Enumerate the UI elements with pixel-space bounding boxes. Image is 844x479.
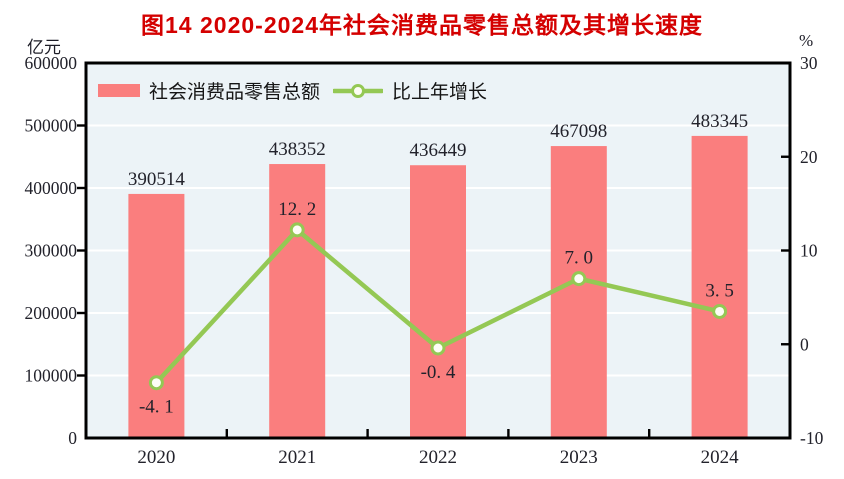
x-axis-tick-label: 2022 <box>419 447 457 468</box>
bar-2023 <box>550 146 607 438</box>
legend: 社会消费品零售总额 比上年增长 <box>98 77 487 104</box>
marker-2021 <box>289 222 305 238</box>
bar-value-label: 483345 <box>691 111 748 132</box>
line-value-label: 7. 0 <box>565 248 594 269</box>
bar-2022 <box>410 165 466 439</box>
legend-marker-icon <box>351 83 366 98</box>
right-axis-tick-label: 30 <box>800 53 818 73</box>
legend-bar-label: 社会消费品零售总额 <box>149 82 321 103</box>
x-axis-tick-label: 2021 <box>278 447 316 468</box>
bar-value-label: 390514 <box>128 169 186 190</box>
left-axis-unit-label: 亿元 <box>27 38 61 57</box>
x-axis-tick-label: 2023 <box>560 447 598 468</box>
marker-2020 <box>148 375 164 391</box>
right-axis-tick-label: 10 <box>800 241 818 261</box>
legend-line-swatch <box>331 82 385 100</box>
left-axis-tick-label: 600000 <box>25 53 78 73</box>
line-value-label: 12. 2 <box>278 199 316 220</box>
x-axis-tick-label: 2024 <box>701 447 740 468</box>
legend-bar-swatch <box>98 84 140 97</box>
line-value-label: -4. 1 <box>139 397 174 418</box>
bar-value-label: 438352 <box>269 139 326 160</box>
right-axis-unit-label: % <box>799 31 814 50</box>
bar-2021 <box>269 164 326 438</box>
marker-2022 <box>430 340 446 356</box>
chart-title: 图14 2020-2024年社会消费品零售总额及其增长速度 <box>141 12 703 38</box>
bar-2020 <box>128 193 185 438</box>
right-axis-tick-label: 0 <box>800 334 809 354</box>
bar-value-label: 436449 <box>410 140 467 161</box>
left-axis-tick-label: 400000 <box>25 178 78 198</box>
line-value-label: 3. 5 <box>705 280 734 301</box>
left-axis-tick-label: 300000 <box>25 241 78 261</box>
left-axis-tick-label: 100000 <box>25 366 78 386</box>
line-value-label: -0. 4 <box>421 362 456 383</box>
right-axis-tick-label: 20 <box>800 147 818 167</box>
left-axis-tick-label: 200000 <box>25 303 78 323</box>
left-axis-tick-label: 0 <box>68 428 77 448</box>
left-axis-tick-label: 500000 <box>25 116 78 136</box>
right-axis-tick-label: -10 <box>800 428 824 448</box>
marker-2024 <box>712 303 728 319</box>
legend-line-label: 比上年增长 <box>392 82 488 103</box>
marker-2023 <box>571 271 587 287</box>
bar-2024 <box>691 135 748 439</box>
x-axis-tick-label: 2020 <box>137 447 175 468</box>
bar-value-label: 467098 <box>550 121 607 142</box>
